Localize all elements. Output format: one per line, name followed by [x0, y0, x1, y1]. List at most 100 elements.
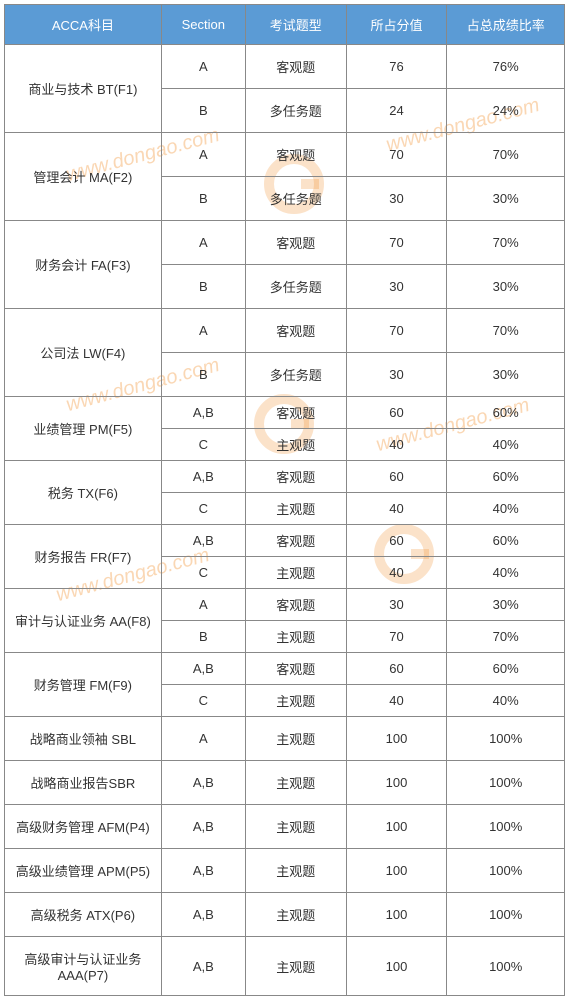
pct-cell: 60% [447, 461, 565, 493]
section-cell: C [161, 493, 245, 525]
table-container: www.dongao.com www.dongao.com www.dongao… [4, 4, 565, 996]
subject-cell: 财务会计 FA(F3) [5, 221, 162, 309]
table-row: 高级税务 ATX(P6)A,B主观题100100% [5, 893, 565, 937]
section-cell: A [161, 309, 245, 353]
pct-cell: 40% [447, 557, 565, 589]
section-cell: B [161, 265, 245, 309]
type-cell: 主观题 [245, 557, 346, 589]
section-cell: A [161, 45, 245, 89]
section-cell: B [161, 621, 245, 653]
section-cell: C [161, 557, 245, 589]
type-cell: 客观题 [245, 221, 346, 265]
section-cell: A [161, 589, 245, 621]
score-cell: 60 [346, 461, 447, 493]
pct-cell: 70% [447, 221, 565, 265]
table-row: 商业与技术 BT(F1)A客观题7676% [5, 45, 565, 89]
type-cell: 客观题 [245, 525, 346, 557]
subject-cell: 商业与技术 BT(F1) [5, 45, 162, 133]
type-cell: 主观题 [245, 893, 346, 937]
section-cell: B [161, 177, 245, 221]
pct-cell: 70% [447, 309, 565, 353]
type-cell: 主观题 [245, 429, 346, 461]
type-cell: 客观题 [245, 397, 346, 429]
score-cell: 100 [346, 761, 447, 805]
subject-cell: 高级税务 ATX(P6) [5, 893, 162, 937]
acca-table: ACCA科目 Section 考试题型 所占分值 占总成绩比率 商业与技术 BT… [4, 4, 565, 996]
section-cell: A [161, 133, 245, 177]
pct-cell: 60% [447, 525, 565, 557]
section-cell: B [161, 89, 245, 133]
score-cell: 24 [346, 89, 447, 133]
section-cell: A [161, 717, 245, 761]
table-row: 公司法 LW(F4)A客观题7070% [5, 309, 565, 353]
subject-cell: 管理会计 MA(F2) [5, 133, 162, 221]
pct-cell: 24% [447, 89, 565, 133]
table-row: 管理会计 MA(F2)A客观题7070% [5, 133, 565, 177]
score-cell: 70 [346, 621, 447, 653]
section-cell: B [161, 353, 245, 397]
section-cell: A,B [161, 893, 245, 937]
type-cell: 客观题 [245, 133, 346, 177]
type-cell: 客观题 [245, 461, 346, 493]
subject-cell: 财务管理 FM(F9) [5, 653, 162, 717]
subject-cell: 战略商业领袖 SBL [5, 717, 162, 761]
type-cell: 客观题 [245, 589, 346, 621]
header-section: Section [161, 5, 245, 45]
table-row: 高级审计与认证业务AAA(P7)A,B主观题100100% [5, 937, 565, 996]
header-subject: ACCA科目 [5, 5, 162, 45]
table-row: 税务 TX(F6)A,B客观题6060% [5, 461, 565, 493]
score-cell: 76 [346, 45, 447, 89]
type-cell: 客观题 [245, 45, 346, 89]
pct-cell: 100% [447, 849, 565, 893]
type-cell: 多任务题 [245, 177, 346, 221]
pct-cell: 40% [447, 429, 565, 461]
section-cell: A,B [161, 937, 245, 996]
section-cell: A [161, 221, 245, 265]
table-row: 审计与认证业务 AA(F8)A客观题3030% [5, 589, 565, 621]
type-cell: 多任务题 [245, 265, 346, 309]
score-cell: 30 [346, 589, 447, 621]
section-cell: A,B [161, 849, 245, 893]
score-cell: 100 [346, 849, 447, 893]
table-row: 高级财务管理 AFM(P4)A,B主观题100100% [5, 805, 565, 849]
type-cell: 主观题 [245, 685, 346, 717]
table-row: 战略商业报告SBRA,B主观题100100% [5, 761, 565, 805]
pct-cell: 100% [447, 893, 565, 937]
score-cell: 40 [346, 429, 447, 461]
section-cell: A,B [161, 805, 245, 849]
type-cell: 多任务题 [245, 353, 346, 397]
pct-cell: 40% [447, 493, 565, 525]
pct-cell: 60% [447, 397, 565, 429]
pct-cell: 60% [447, 653, 565, 685]
score-cell: 60 [346, 397, 447, 429]
pct-cell: 30% [447, 177, 565, 221]
pct-cell: 100% [447, 761, 565, 805]
subject-cell: 业绩管理 PM(F5) [5, 397, 162, 461]
table-row: 业绩管理 PM(F5)A,B客观题6060% [5, 397, 565, 429]
pct-cell: 76% [447, 45, 565, 89]
table-row: 财务会计 FA(F3)A客观题7070% [5, 221, 565, 265]
section-cell: A,B [161, 461, 245, 493]
pct-cell: 30% [447, 265, 565, 309]
type-cell: 主观题 [245, 761, 346, 805]
pct-cell: 100% [447, 937, 565, 996]
score-cell: 30 [346, 353, 447, 397]
header-score: 所占分值 [346, 5, 447, 45]
table-row: 高级业绩管理 APM(P5)A,B主观题100100% [5, 849, 565, 893]
score-cell: 100 [346, 893, 447, 937]
type-cell: 主观题 [245, 621, 346, 653]
pct-cell: 30% [447, 589, 565, 621]
section-cell: A,B [161, 761, 245, 805]
section-cell: C [161, 429, 245, 461]
subject-cell: 高级业绩管理 APM(P5) [5, 849, 162, 893]
subject-cell: 战略商业报告SBR [5, 761, 162, 805]
table-row: 战略商业领袖 SBLA主观题100100% [5, 717, 565, 761]
header-row: ACCA科目 Section 考试题型 所占分值 占总成绩比率 [5, 5, 565, 45]
subject-cell: 公司法 LW(F4) [5, 309, 162, 397]
score-cell: 70 [346, 133, 447, 177]
score-cell: 40 [346, 493, 447, 525]
score-cell: 40 [346, 557, 447, 589]
pct-cell: 100% [447, 717, 565, 761]
score-cell: 100 [346, 937, 447, 996]
score-cell: 40 [346, 685, 447, 717]
